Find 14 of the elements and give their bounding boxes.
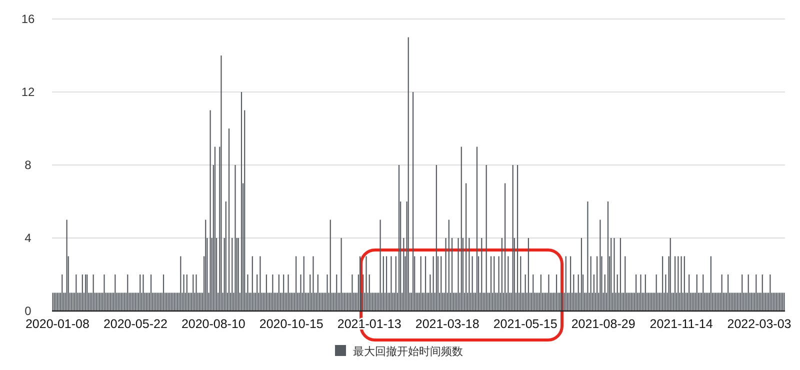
x-tick-label: 2020-01-08 — [25, 317, 90, 331]
x-tick-label: 2021-11-14 — [650, 317, 713, 331]
x-tick-label: 2021-05-15 — [493, 317, 558, 331]
x-tick-label: 2022-03-03 — [727, 317, 792, 331]
x-tick-label: 2020-10-15 — [259, 317, 324, 331]
x-tick-label: 2021-08-29 — [571, 317, 636, 331]
x-tick-label: 2021-03-18 — [415, 317, 480, 331]
y-tick-label: 4 — [24, 231, 32, 245]
x-tick-label: 2020-08-10 — [181, 317, 246, 331]
x-tick-label: 2020-05-22 — [103, 317, 168, 331]
y-tick-label: 16 — [21, 12, 35, 26]
y-tick-label: 12 — [21, 85, 35, 99]
y-tick-label: 0 — [24, 304, 32, 318]
y-tick-label: 8 — [24, 158, 32, 172]
